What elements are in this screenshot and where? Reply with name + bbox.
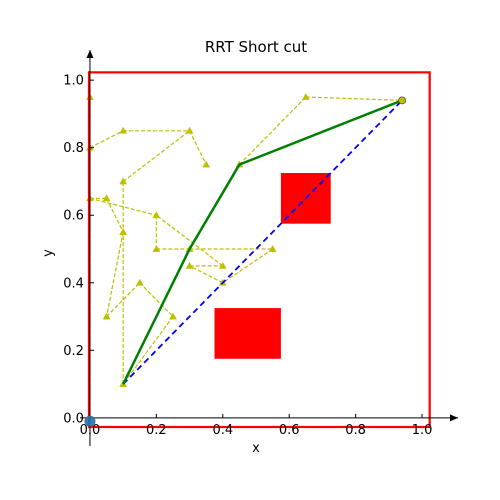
tree-node [152, 211, 161, 219]
tree-edge [189, 265, 224, 284]
tree-node [218, 261, 227, 269]
x-tick-label: 1.0 [412, 423, 433, 438]
tree-edge [106, 198, 124, 233]
tree-node [102, 312, 111, 320]
tree-edge [106, 282, 141, 317]
tree-node [102, 194, 111, 202]
y-tick-label: 0.6 [63, 209, 84, 224]
tree-edge [189, 130, 207, 165]
y-tick-label: 0.4 [63, 276, 84, 291]
tree-node [152, 244, 161, 252]
plot-area: 0.0 0.2 0.4 0.6 0.8 1.0 0.0 0.2 0.4 0.6 0.8 1.0 [63, 50, 458, 446]
x-tick-label: 0.8 [345, 423, 366, 438]
tree-node [268, 244, 277, 252]
tree-node [119, 177, 128, 185]
x-axis-label: x [252, 441, 260, 456]
tree-edge [139, 282, 174, 317]
path-line [122, 99, 403, 385]
y-axis-label: y [41, 249, 56, 257]
boundary-rect [87, 71, 431, 429]
x-tick-label: 0.2 [146, 423, 167, 438]
tree-node [135, 278, 144, 286]
y-axis-arrow [86, 50, 94, 58]
tree-node [202, 160, 211, 168]
tree-edge [238, 96, 307, 165]
y-tick-label: 0.0 [63, 411, 84, 426]
y-tick-label: 1.0 [63, 74, 84, 89]
tree-edge [89, 197, 157, 216]
tree-node [185, 126, 194, 134]
tree-edge [156, 214, 224, 267]
tree-edge [105, 231, 124, 317]
tree-node [301, 93, 310, 100]
x-tick-label: 0.0 [80, 423, 101, 438]
obstacle-1 [214, 308, 281, 359]
goal-marker [398, 96, 407, 105]
chart-title: RRT Short cut [205, 38, 307, 56]
tree-node [119, 228, 128, 235]
x-tick-label: 0.6 [279, 423, 300, 438]
x-tick-label: 0.4 [212, 423, 233, 438]
x-axis-arrow [450, 414, 458, 422]
shortcut-line [122, 99, 403, 385]
tree-edge [122, 130, 190, 182]
y-tick-label: 0.2 [63, 344, 84, 359]
tree-node [169, 312, 177, 320]
start-marker [84, 415, 96, 427]
tree-node [185, 261, 194, 269]
tree-edge [305, 96, 403, 101]
tree-edge [89, 130, 124, 149]
tree-edge [122, 316, 174, 385]
y-tick-label: 0.8 [63, 141, 84, 156]
tree-node [119, 126, 128, 134]
tree-edge [222, 248, 273, 284]
